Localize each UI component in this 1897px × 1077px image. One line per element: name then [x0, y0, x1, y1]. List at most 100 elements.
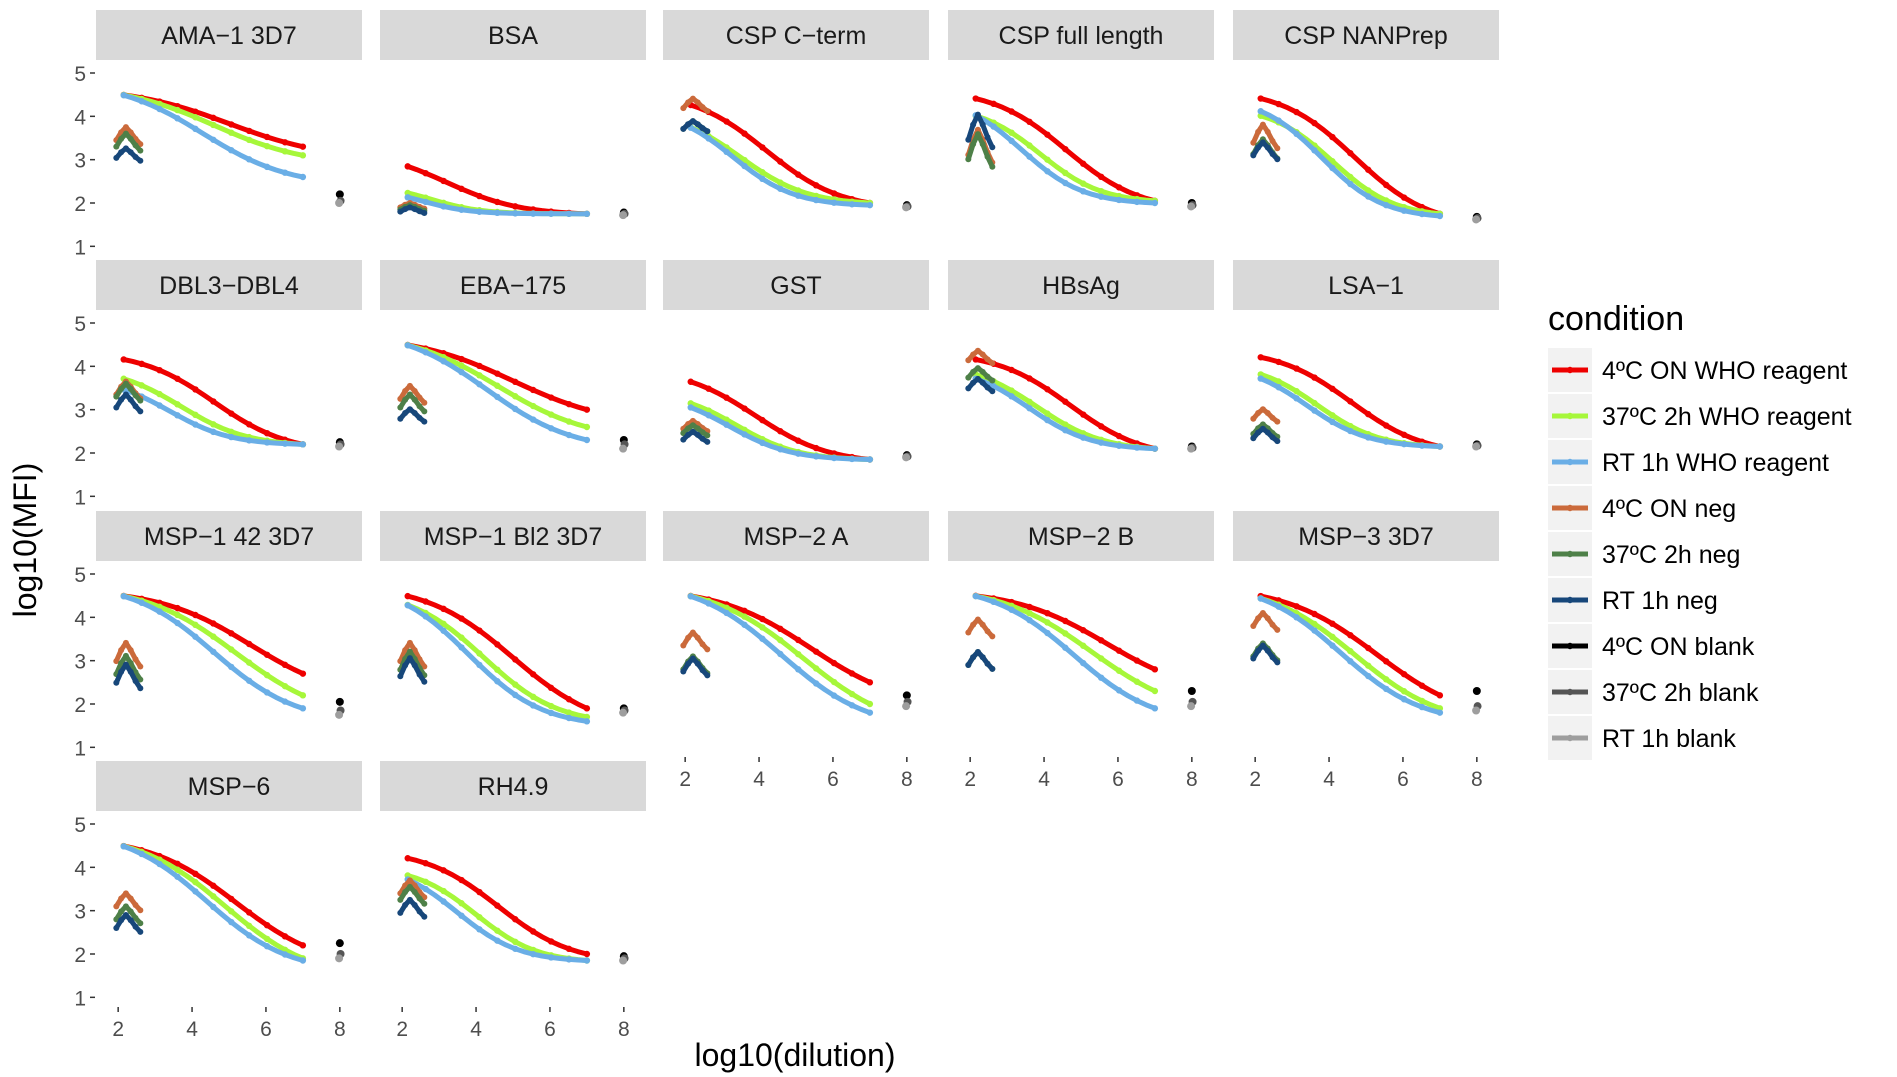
data-point — [245, 922, 253, 930]
data-point — [1293, 395, 1300, 402]
data-point — [1250, 152, 1257, 159]
data-point — [1097, 193, 1105, 200]
data-point — [416, 394, 423, 401]
data-point — [689, 95, 696, 102]
data-point — [777, 625, 784, 633]
data-point — [335, 954, 344, 963]
data-point — [245, 640, 253, 648]
data-point — [830, 659, 838, 667]
data-point — [228, 918, 235, 926]
data-point — [984, 134, 991, 141]
x-tick-label: 4 — [470, 1018, 482, 1041]
x-tick-label: 6 — [1397, 768, 1409, 791]
data-point — [1382, 438, 1390, 445]
data-point — [440, 627, 447, 634]
facet-panel: CSP full length — [948, 10, 1214, 211]
data-point — [547, 954, 555, 961]
data-point — [440, 203, 447, 210]
data-point — [174, 115, 181, 122]
data-point — [402, 206, 409, 213]
data-point — [1259, 642, 1266, 649]
data-point — [476, 381, 483, 388]
x-tick-label: 8 — [618, 1018, 630, 1041]
data-point — [1187, 444, 1196, 453]
data-point — [1275, 117, 1282, 124]
data-point — [1062, 179, 1069, 187]
data-point — [416, 671, 423, 678]
data-point — [1062, 630, 1069, 637]
legend-key-point — [1566, 596, 1574, 604]
data-point — [1151, 666, 1159, 673]
data-point — [984, 628, 991, 635]
data-point — [1250, 623, 1257, 629]
y-tick-label: 4 — [74, 356, 86, 379]
data-point — [970, 368, 977, 375]
data-point — [411, 647, 418, 654]
data-point — [619, 211, 628, 220]
data-point — [902, 453, 911, 462]
data-point — [1418, 682, 1426, 689]
series-line — [973, 593, 1158, 694]
y-tick-label: 5 — [74, 313, 86, 336]
data-point — [228, 433, 235, 441]
data-point — [583, 436, 591, 444]
data-point — [263, 439, 271, 446]
data-point — [970, 121, 977, 128]
data-point — [120, 593, 127, 600]
data-point — [122, 124, 129, 131]
legend-key-point — [1566, 412, 1574, 420]
data-point — [174, 106, 181, 114]
data-point — [1259, 425, 1266, 432]
data-point — [1436, 709, 1444, 716]
data-point — [137, 907, 144, 914]
data-point — [118, 660, 125, 667]
facet-title: MSP−2 B — [1028, 523, 1134, 551]
facet-panel: EBA−175 — [380, 260, 646, 453]
data-point — [245, 421, 253, 428]
data-point — [120, 91, 127, 99]
data-point — [1264, 128, 1271, 135]
data-point — [795, 187, 802, 194]
data-point — [494, 209, 501, 217]
data-point — [174, 412, 181, 419]
data-point — [512, 916, 519, 923]
data-point — [416, 414, 423, 421]
data-point — [972, 356, 979, 363]
data-point — [1382, 422, 1390, 429]
data-point — [411, 388, 418, 395]
data-point — [704, 672, 711, 679]
data-point — [795, 450, 802, 457]
data-point — [1269, 654, 1276, 661]
data-point — [1274, 156, 1281, 163]
data-point — [1187, 702, 1196, 711]
data-point — [848, 201, 856, 208]
data-point — [619, 708, 628, 717]
data-point — [476, 192, 483, 200]
data-point — [137, 397, 144, 404]
data-point — [699, 641, 706, 648]
facet-panel: MSP−3 3D7 2 4 6 8 — [1233, 511, 1499, 791]
data-point — [263, 935, 271, 943]
data-point — [245, 437, 253, 444]
data-point — [1311, 374, 1318, 381]
data-point — [118, 917, 125, 924]
x-tick-label: 6 — [827, 768, 839, 791]
data-point — [979, 654, 986, 661]
data-point — [210, 121, 217, 129]
y-tick-label: 2 — [74, 443, 86, 466]
data-point — [689, 629, 696, 636]
data-point — [406, 877, 413, 884]
data-point — [1329, 385, 1336, 392]
data-point — [866, 709, 874, 716]
data-point — [741, 613, 748, 620]
facet-strip — [380, 511, 646, 561]
data-point — [210, 620, 217, 627]
data-point — [192, 386, 199, 393]
data-point — [1133, 678, 1141, 685]
facet-strip — [380, 260, 646, 310]
data-point — [759, 144, 766, 151]
data-point — [132, 153, 139, 160]
data-point — [565, 418, 573, 425]
data-point — [979, 351, 986, 358]
data-point — [1365, 410, 1372, 418]
